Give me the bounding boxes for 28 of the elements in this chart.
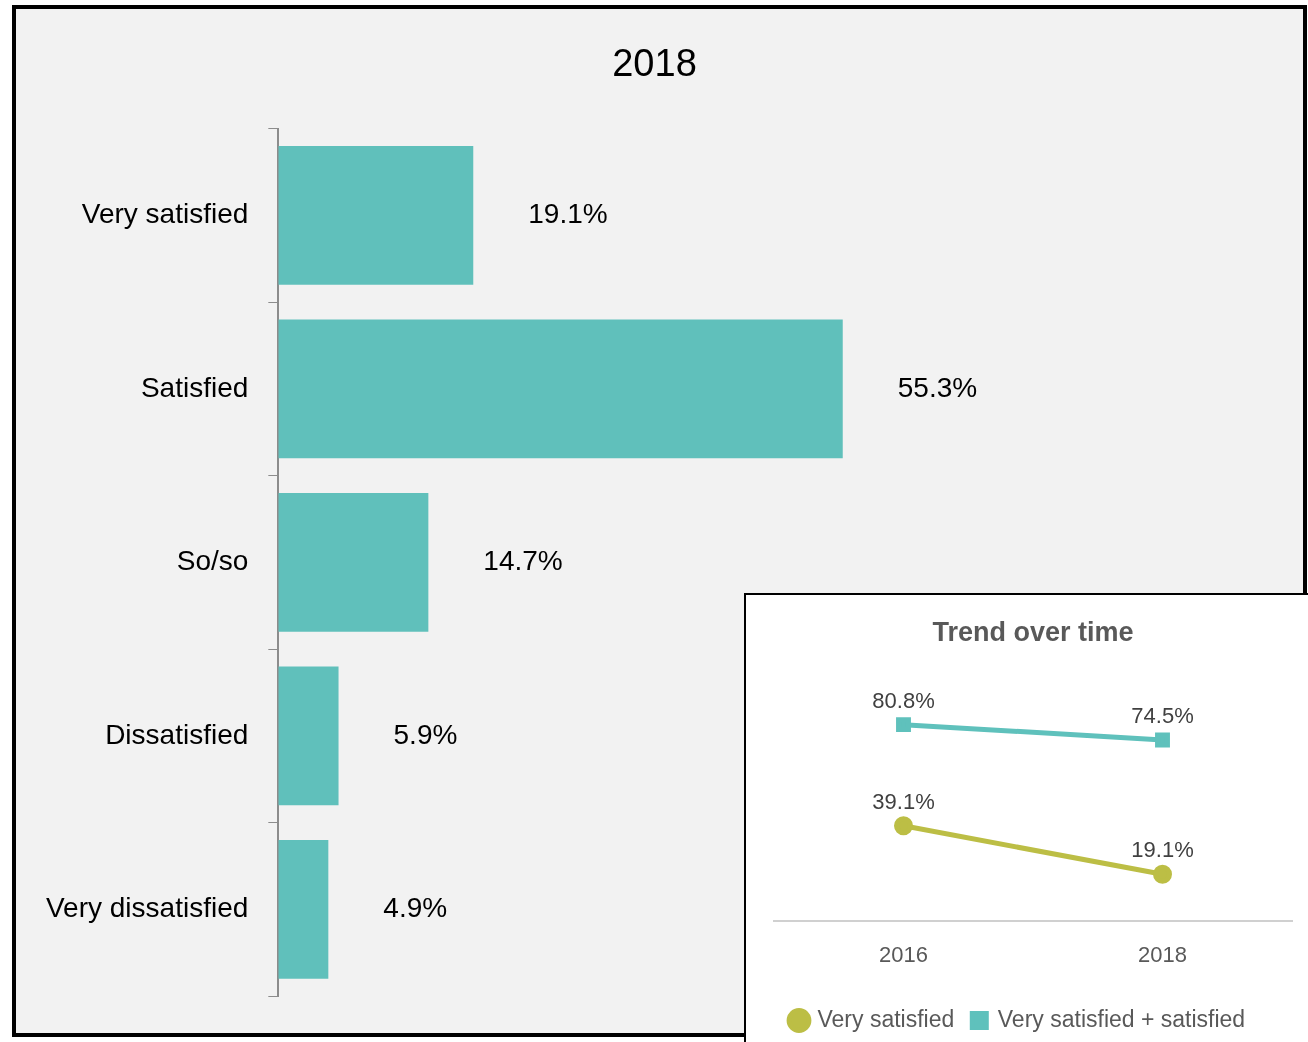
point bbox=[1153, 864, 1172, 884]
bar bbox=[278, 492, 429, 632]
bar bbox=[278, 840, 329, 979]
data-label: 80.8% bbox=[872, 687, 935, 713]
y-tick-label: Dissatisfied bbox=[105, 718, 249, 750]
data-label: 74.5% bbox=[1131, 703, 1194, 729]
y-tick-label: Very dissatisfied bbox=[45, 892, 249, 924]
bar bbox=[278, 319, 843, 459]
x-tick-label: 2016 bbox=[879, 941, 928, 967]
point bbox=[1155, 732, 1170, 748]
chart-title: Trend over time bbox=[932, 616, 1134, 647]
chart-title: 2018 bbox=[612, 42, 697, 85]
data-label: 19.1% bbox=[528, 198, 608, 230]
data-label: 19.1% bbox=[1131, 837, 1194, 863]
data-label: 55.3% bbox=[897, 371, 978, 403]
data-label: 39.1% bbox=[872, 788, 935, 814]
data-label: 14.7% bbox=[483, 545, 563, 577]
bar bbox=[278, 145, 474, 285]
legend-label: Very satisfied bbox=[817, 1005, 955, 1032]
y-tick-label: Satisfied bbox=[140, 371, 249, 403]
point bbox=[896, 717, 911, 733]
y-tick-label: Very satisfied bbox=[81, 198, 249, 230]
y-tick-label: So/so bbox=[176, 545, 249, 577]
legend-label: Very satisfied + satisfied bbox=[997, 1005, 1246, 1032]
bar bbox=[278, 666, 339, 806]
point bbox=[894, 816, 913, 836]
data-label: 4.9% bbox=[383, 892, 448, 924]
data-label: 5.9% bbox=[393, 718, 458, 750]
